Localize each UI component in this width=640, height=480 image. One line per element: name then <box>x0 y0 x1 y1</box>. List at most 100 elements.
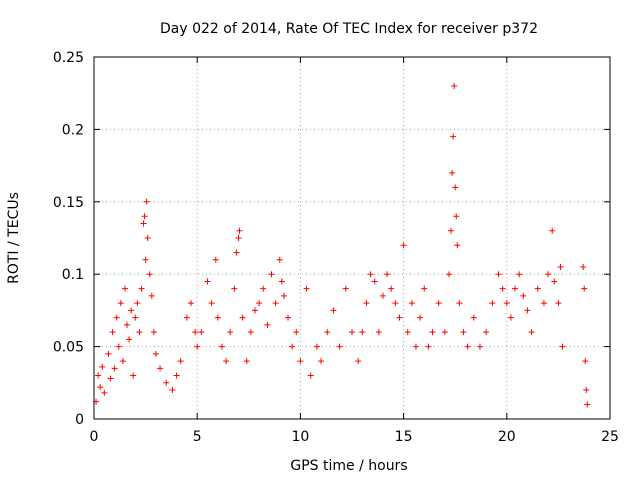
data-point <box>460 329 467 336</box>
data-point <box>132 314 139 321</box>
data-point <box>342 285 349 292</box>
data-point <box>152 350 159 357</box>
data-point <box>128 307 135 314</box>
data-point <box>256 300 263 307</box>
data-point <box>243 358 250 365</box>
data-point <box>177 358 184 365</box>
data-point <box>236 227 243 234</box>
data-point <box>285 314 292 321</box>
data-point <box>489 300 496 307</box>
data-point <box>540 300 547 307</box>
data-point <box>545 271 552 278</box>
data-point <box>126 336 133 343</box>
data-point <box>278 278 285 285</box>
data-point <box>359 329 366 336</box>
data-point <box>297 358 304 365</box>
data-point <box>582 358 589 365</box>
data-point <box>136 329 143 336</box>
y-tick-label: 0.15 <box>53 195 84 211</box>
data-point <box>303 285 310 292</box>
data-point <box>499 285 506 292</box>
data-point <box>524 307 531 314</box>
data-point <box>549 227 556 234</box>
data-point <box>367 271 374 278</box>
data-point <box>384 271 391 278</box>
data-point <box>260 285 267 292</box>
data-point <box>425 343 432 350</box>
data-point <box>451 82 458 89</box>
data-point <box>584 401 591 408</box>
data-point <box>349 329 355 336</box>
data-point <box>417 314 424 321</box>
data-point <box>371 278 378 285</box>
data-point <box>412 343 419 350</box>
y-tick-label: 0.25 <box>53 50 84 66</box>
data-point <box>470 314 477 321</box>
data-point <box>124 321 131 328</box>
data-point <box>441 329 448 336</box>
data-point <box>105 350 112 357</box>
data-point <box>280 292 287 299</box>
data-point <box>150 329 157 336</box>
data-point <box>233 249 240 256</box>
data-point <box>330 307 337 314</box>
data-point <box>375 329 382 336</box>
data-point <box>313 343 320 350</box>
data-point <box>99 363 106 370</box>
data-point <box>138 285 145 292</box>
data-point <box>264 321 271 328</box>
data-point <box>183 314 190 321</box>
data-point <box>429 329 436 336</box>
data-point <box>251 307 258 314</box>
data-point <box>456 300 463 307</box>
data-point <box>516 271 523 278</box>
data-point <box>464 343 471 350</box>
data-point <box>272 300 279 307</box>
data-point <box>507 314 514 321</box>
data-point <box>141 213 148 220</box>
data-point <box>551 278 558 285</box>
data-point <box>392 300 399 307</box>
data-point <box>363 300 370 307</box>
data-point <box>192 329 199 336</box>
data-point <box>227 329 234 336</box>
x-tick-label: 5 <box>193 429 202 445</box>
data-point <box>388 285 395 292</box>
data-point <box>324 329 331 336</box>
data-point <box>157 365 164 372</box>
y-axis-label: ROTI / TECUs <box>6 192 22 284</box>
data-point <box>449 169 456 176</box>
data-point <box>113 314 120 321</box>
data-point <box>293 329 300 336</box>
data-point <box>231 285 238 292</box>
data-point <box>218 343 225 350</box>
data-point <box>268 271 275 278</box>
x-tick-label: 25 <box>601 429 619 445</box>
data-point <box>142 256 149 263</box>
data-point <box>140 220 147 227</box>
data-point <box>144 235 151 241</box>
data-point <box>247 329 254 336</box>
axis-ticks: 0 5 10 15 20 25 0 0.05 0.1 0.15 0.2 0.25 <box>53 50 619 445</box>
data-point <box>453 213 460 220</box>
data-point <box>534 285 541 292</box>
data-point <box>117 300 124 307</box>
data-point <box>408 300 415 307</box>
data-point <box>396 314 403 321</box>
data-point <box>143 198 150 205</box>
y-tick-label: 0.05 <box>53 340 84 356</box>
chart-title: Day 022 of 2014, Rate Of TEC Index for r… <box>160 21 538 37</box>
data-point <box>476 343 483 350</box>
data-point <box>580 263 587 270</box>
data-point <box>557 263 564 270</box>
data-point <box>318 358 325 365</box>
data-point <box>235 235 242 241</box>
data-point <box>121 285 128 292</box>
data-point <box>101 389 108 396</box>
data-point <box>169 387 176 394</box>
data-point <box>400 242 407 249</box>
data-point <box>336 343 343 350</box>
data-point <box>163 379 170 386</box>
data-point <box>512 285 519 292</box>
